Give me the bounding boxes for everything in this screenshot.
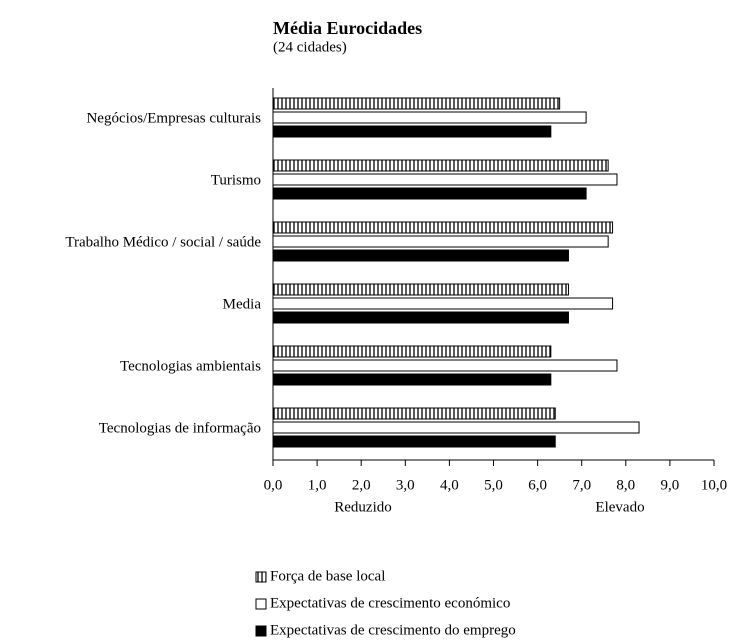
x-tick-label: 0,0	[264, 477, 283, 493]
bar	[272, 249, 569, 262]
y-tick-label: Negócios/Empresas culturais	[86, 110, 261, 126]
x-tick-label: 10,0	[701, 477, 727, 493]
bar	[272, 435, 556, 448]
bar	[272, 407, 556, 420]
bar	[272, 159, 609, 172]
chart-subtitle: (24 cidades)	[273, 39, 347, 55]
bar	[272, 97, 561, 110]
y-tick-label: Tecnologias ambientais	[120, 358, 261, 374]
x-tick-label: 5,0	[484, 477, 503, 493]
bar	[272, 345, 552, 358]
annotation: Reduzido	[334, 499, 392, 515]
bar	[272, 125, 552, 138]
legend-swatch	[255, 571, 267, 583]
bar	[272, 283, 569, 296]
bar	[272, 235, 609, 248]
x-tick-label: 7,0	[572, 477, 591, 493]
legend-label: Expectativas de crescimento do emprego	[270, 622, 516, 638]
legend-label: Expectativas de crescimento económico	[270, 595, 510, 611]
bar	[272, 187, 587, 200]
bar	[272, 359, 618, 372]
x-tick-label: 8,0	[616, 477, 635, 493]
x-tick-label: 9,0	[661, 477, 680, 493]
bar	[272, 297, 614, 310]
x-tick-label: 2,0	[352, 477, 371, 493]
bar	[272, 173, 618, 186]
x-tick-label: 4,0	[440, 477, 459, 493]
legend-swatch	[255, 598, 267, 610]
chart-title: Média Eurocidades	[273, 18, 422, 38]
bar	[272, 221, 614, 234]
bar	[272, 311, 569, 324]
y-tick-label: Turismo	[211, 172, 261, 188]
x-tick-label: 3,0	[396, 477, 415, 493]
y-tick-label: Tecnologias de informação	[99, 420, 261, 436]
bar	[272, 373, 552, 386]
bar	[272, 421, 640, 434]
x-tick-label: 6,0	[528, 477, 547, 493]
bar	[272, 111, 587, 124]
legend-swatch	[255, 625, 267, 637]
x-tick-label: 1,0	[308, 477, 327, 493]
annotation: Elevado	[595, 499, 644, 515]
y-tick-label: Trabalho Médico / social / saúde	[65, 234, 261, 250]
legend-label: Força de base local	[270, 568, 385, 584]
y-tick-label: Media	[223, 296, 262, 312]
